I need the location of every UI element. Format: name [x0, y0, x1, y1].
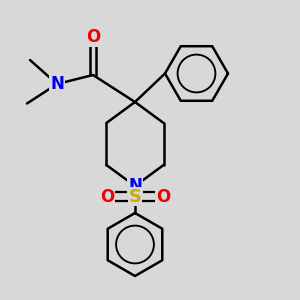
- Text: N: N: [50, 75, 64, 93]
- Text: O: O: [100, 188, 114, 206]
- Text: S: S: [128, 188, 142, 206]
- Text: O: O: [86, 28, 100, 46]
- Text: N: N: [128, 177, 142, 195]
- Text: O: O: [156, 188, 170, 206]
